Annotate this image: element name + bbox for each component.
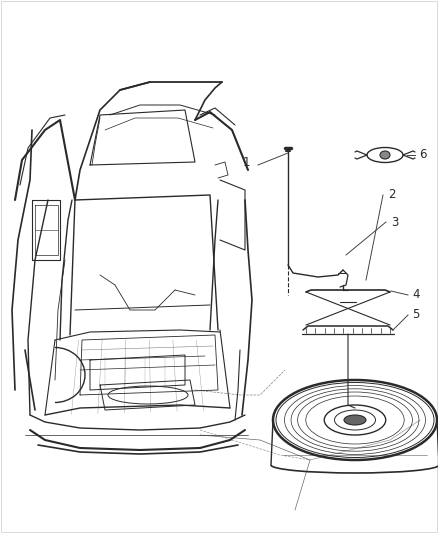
- Text: 5: 5: [412, 309, 419, 321]
- Ellipse shape: [344, 415, 366, 425]
- Text: 6: 6: [419, 149, 427, 161]
- Text: 1: 1: [243, 157, 250, 169]
- Text: 2: 2: [388, 189, 396, 201]
- Text: 3: 3: [391, 215, 399, 229]
- Text: 4: 4: [412, 288, 420, 302]
- Ellipse shape: [380, 151, 390, 159]
